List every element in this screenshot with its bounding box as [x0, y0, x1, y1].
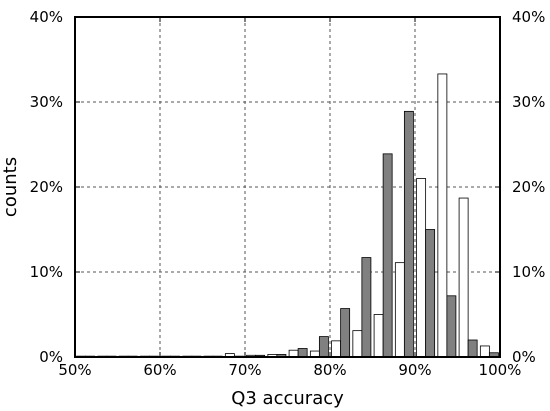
y-tick-label: 40% [30, 8, 63, 26]
y-tick-label-right: 0% [512, 348, 536, 366]
y-tick-label-right: 40% [512, 8, 545, 26]
x-tick-label: 90% [398, 361, 431, 379]
y-tick-label-right: 10% [512, 263, 545, 281]
bar-series [76, 73, 499, 358]
axis-ticks [74, 16, 501, 358]
y-tick-label: 0% [39, 348, 63, 366]
histogram-bar [425, 229, 436, 358]
histogram-bar [394, 262, 405, 358]
histogram-bar [352, 330, 363, 358]
histogram-bar [288, 349, 299, 358]
histogram-bar [416, 178, 427, 358]
histogram-bar [446, 295, 457, 358]
histogram-bar [437, 73, 448, 358]
x-axis-title: Q3 accuracy [231, 388, 344, 409]
histogram-bar [331, 340, 342, 358]
y-tick-label-right: 20% [512, 178, 545, 196]
y-tick-label-right: 30% [512, 93, 545, 111]
histogram-bar [382, 153, 393, 358]
y-axis-title: counts [0, 157, 21, 217]
tick-labels: 50% 60% 70% 80% 90% 100%0% 0%10% 10%20% 20%30% 30… [30, 8, 546, 379]
histogram-bar [467, 339, 478, 358]
y-tick-label: 10% [30, 263, 63, 281]
y-tick-label: 30% [30, 93, 63, 111]
x-tick-label: 80% [313, 361, 346, 379]
x-tick-label: 60% [143, 361, 176, 379]
histogram-bar [297, 348, 308, 358]
x-tick-label: 100% [479, 361, 522, 379]
grid-lines [75, 17, 500, 357]
histogram-bar [340, 308, 351, 358]
x-tick-label: 50% [58, 361, 91, 379]
y-tick-label: 20% [30, 178, 63, 196]
histogram-bar [318, 336, 329, 358]
histogram-bar [479, 345, 490, 358]
histogram-bar [361, 257, 372, 358]
histogram-bar [403, 110, 414, 358]
histogram-bar [458, 197, 469, 358]
histogram-bar [373, 314, 384, 358]
x-tick-label: 70% [228, 361, 261, 379]
